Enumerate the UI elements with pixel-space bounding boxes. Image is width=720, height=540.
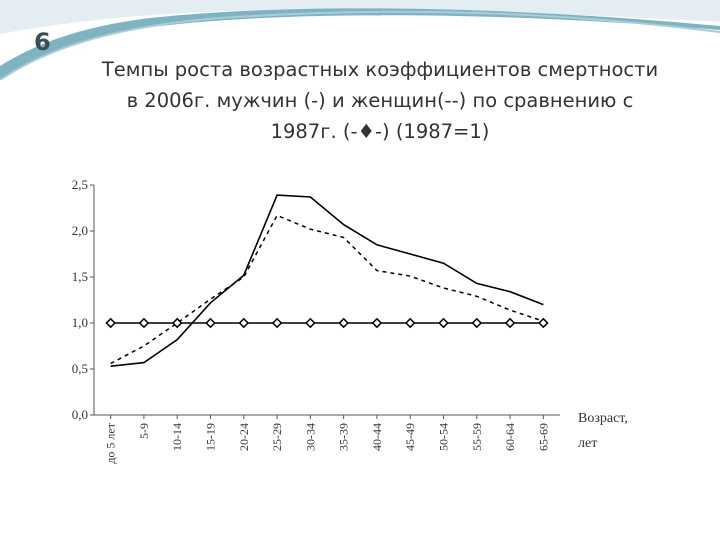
chart-axes [90, 184, 560, 419]
x-tick-label: 15-19 [204, 423, 218, 451]
diamond-marker [471, 317, 483, 329]
diamond-marker [238, 317, 250, 329]
series-line-solid [110, 194, 544, 367]
slide-number: 6 [34, 28, 51, 56]
x-tick-label: 35-39 [337, 423, 351, 451]
x-tick-label: 25-29 [270, 423, 284, 451]
x-tick-label: 40-44 [370, 423, 384, 451]
x-tick-label: 45-49 [403, 423, 417, 451]
series-markers [105, 317, 549, 329]
x-tick-label: 10-14 [170, 423, 184, 451]
diamond-marker [538, 317, 549, 329]
x-tick-label: 50-54 [437, 423, 451, 451]
y-tick-label: 0,0 [72, 407, 88, 422]
x-tick-label: до 5 лет [104, 422, 118, 463]
title-line-1: Темпы роста возрастных коэффициентов сме… [101, 58, 659, 81]
diamond-marker [205, 317, 216, 329]
y-tick-label: 0,5 [72, 361, 88, 376]
x-axis-label-line-2: лет [578, 436, 597, 451]
y-tick-label: 2,5 [72, 177, 88, 192]
diamond-marker [371, 317, 383, 329]
diamond-marker [305, 317, 316, 329]
decor-light-band [0, 0, 720, 34]
y-tick-labels: 0,0 0,5 1,0 1,5 2,0 2,5 [72, 177, 88, 422]
x-tick-label: 55-59 [470, 423, 484, 451]
diamond-marker [138, 317, 150, 329]
x-tick-label: 20-24 [237, 423, 251, 451]
series-line-dashed [110, 214, 544, 365]
x-tick-label: 5-9 [137, 423, 151, 439]
title-line-2: в 2006г. мужчин (-) и женщин(--) по срав… [126, 89, 634, 112]
decor-wave-thin [0, 10, 720, 80]
series-lines [110, 194, 544, 367]
y-tick-label: 1,0 [72, 315, 88, 330]
diamond-marker [438, 317, 449, 329]
y-tick-label: 1,5 [72, 269, 88, 284]
header-decoration [0, 0, 720, 80]
diamond-marker [338, 317, 349, 329]
x-axis-label-line-1: Возраст, [578, 411, 628, 426]
x-tick-label: 65-69 [536, 423, 550, 451]
slide-title: Темпы роста возрастных коэффициентов сме… [40, 54, 720, 147]
diamond-marker [504, 317, 516, 329]
x-tick-label: 60-64 [503, 423, 517, 451]
y-tick-label: 2,0 [72, 223, 88, 238]
x-tick-labels: до 5 лет 5-9 10-14 15-19 20-24 25-29 30-34 35-3… [104, 422, 551, 463]
diamond-marker [171, 317, 183, 329]
title-line-3: 1987г. (-♦-) (1987=1) [270, 120, 490, 143]
diamond-marker [271, 317, 283, 329]
diamond-marker [105, 317, 116, 329]
diamond-marker [404, 317, 416, 329]
x-tick-label: 30-34 [303, 423, 317, 451]
